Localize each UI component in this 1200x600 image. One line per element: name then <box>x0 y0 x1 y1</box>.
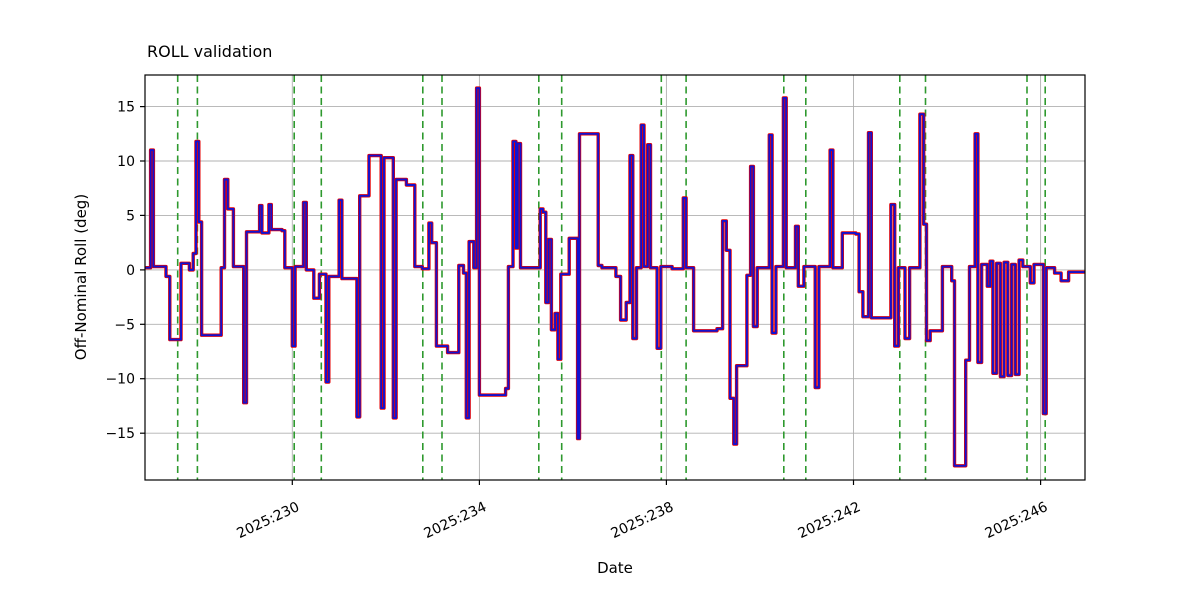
x-tick-label: 2025:234 <box>422 499 490 542</box>
y-tick-label: −15 <box>105 426 135 442</box>
y-tick-label: 5 <box>126 208 135 224</box>
chart-title: ROLL validation <box>147 42 272 61</box>
x-tick-label: 2025:230 <box>234 499 302 542</box>
x-axis-label: Date <box>597 559 633 577</box>
x-tick-label: 2025:238 <box>609 499 677 542</box>
axes-frame <box>144 74 1086 481</box>
tick-marks <box>140 105 1042 485</box>
y-tick-label: 10 <box>117 154 135 170</box>
y-tick-label: 0 <box>126 263 135 279</box>
series-validation-blue <box>145 87 1085 467</box>
y-tick-label: −10 <box>105 372 135 388</box>
x-tick-label: 2025:242 <box>796 499 864 542</box>
gridlines <box>145 75 1085 480</box>
data-series <box>144 86 1086 468</box>
y-tick-label: −5 <box>114 317 135 333</box>
y-tick-label: 15 <box>117 100 135 116</box>
x-tick-label: 2025:246 <box>983 499 1051 542</box>
event-marker-lines <box>176 75 1046 480</box>
y-axis-label: Off-Nominal Roll (deg) <box>72 194 90 360</box>
